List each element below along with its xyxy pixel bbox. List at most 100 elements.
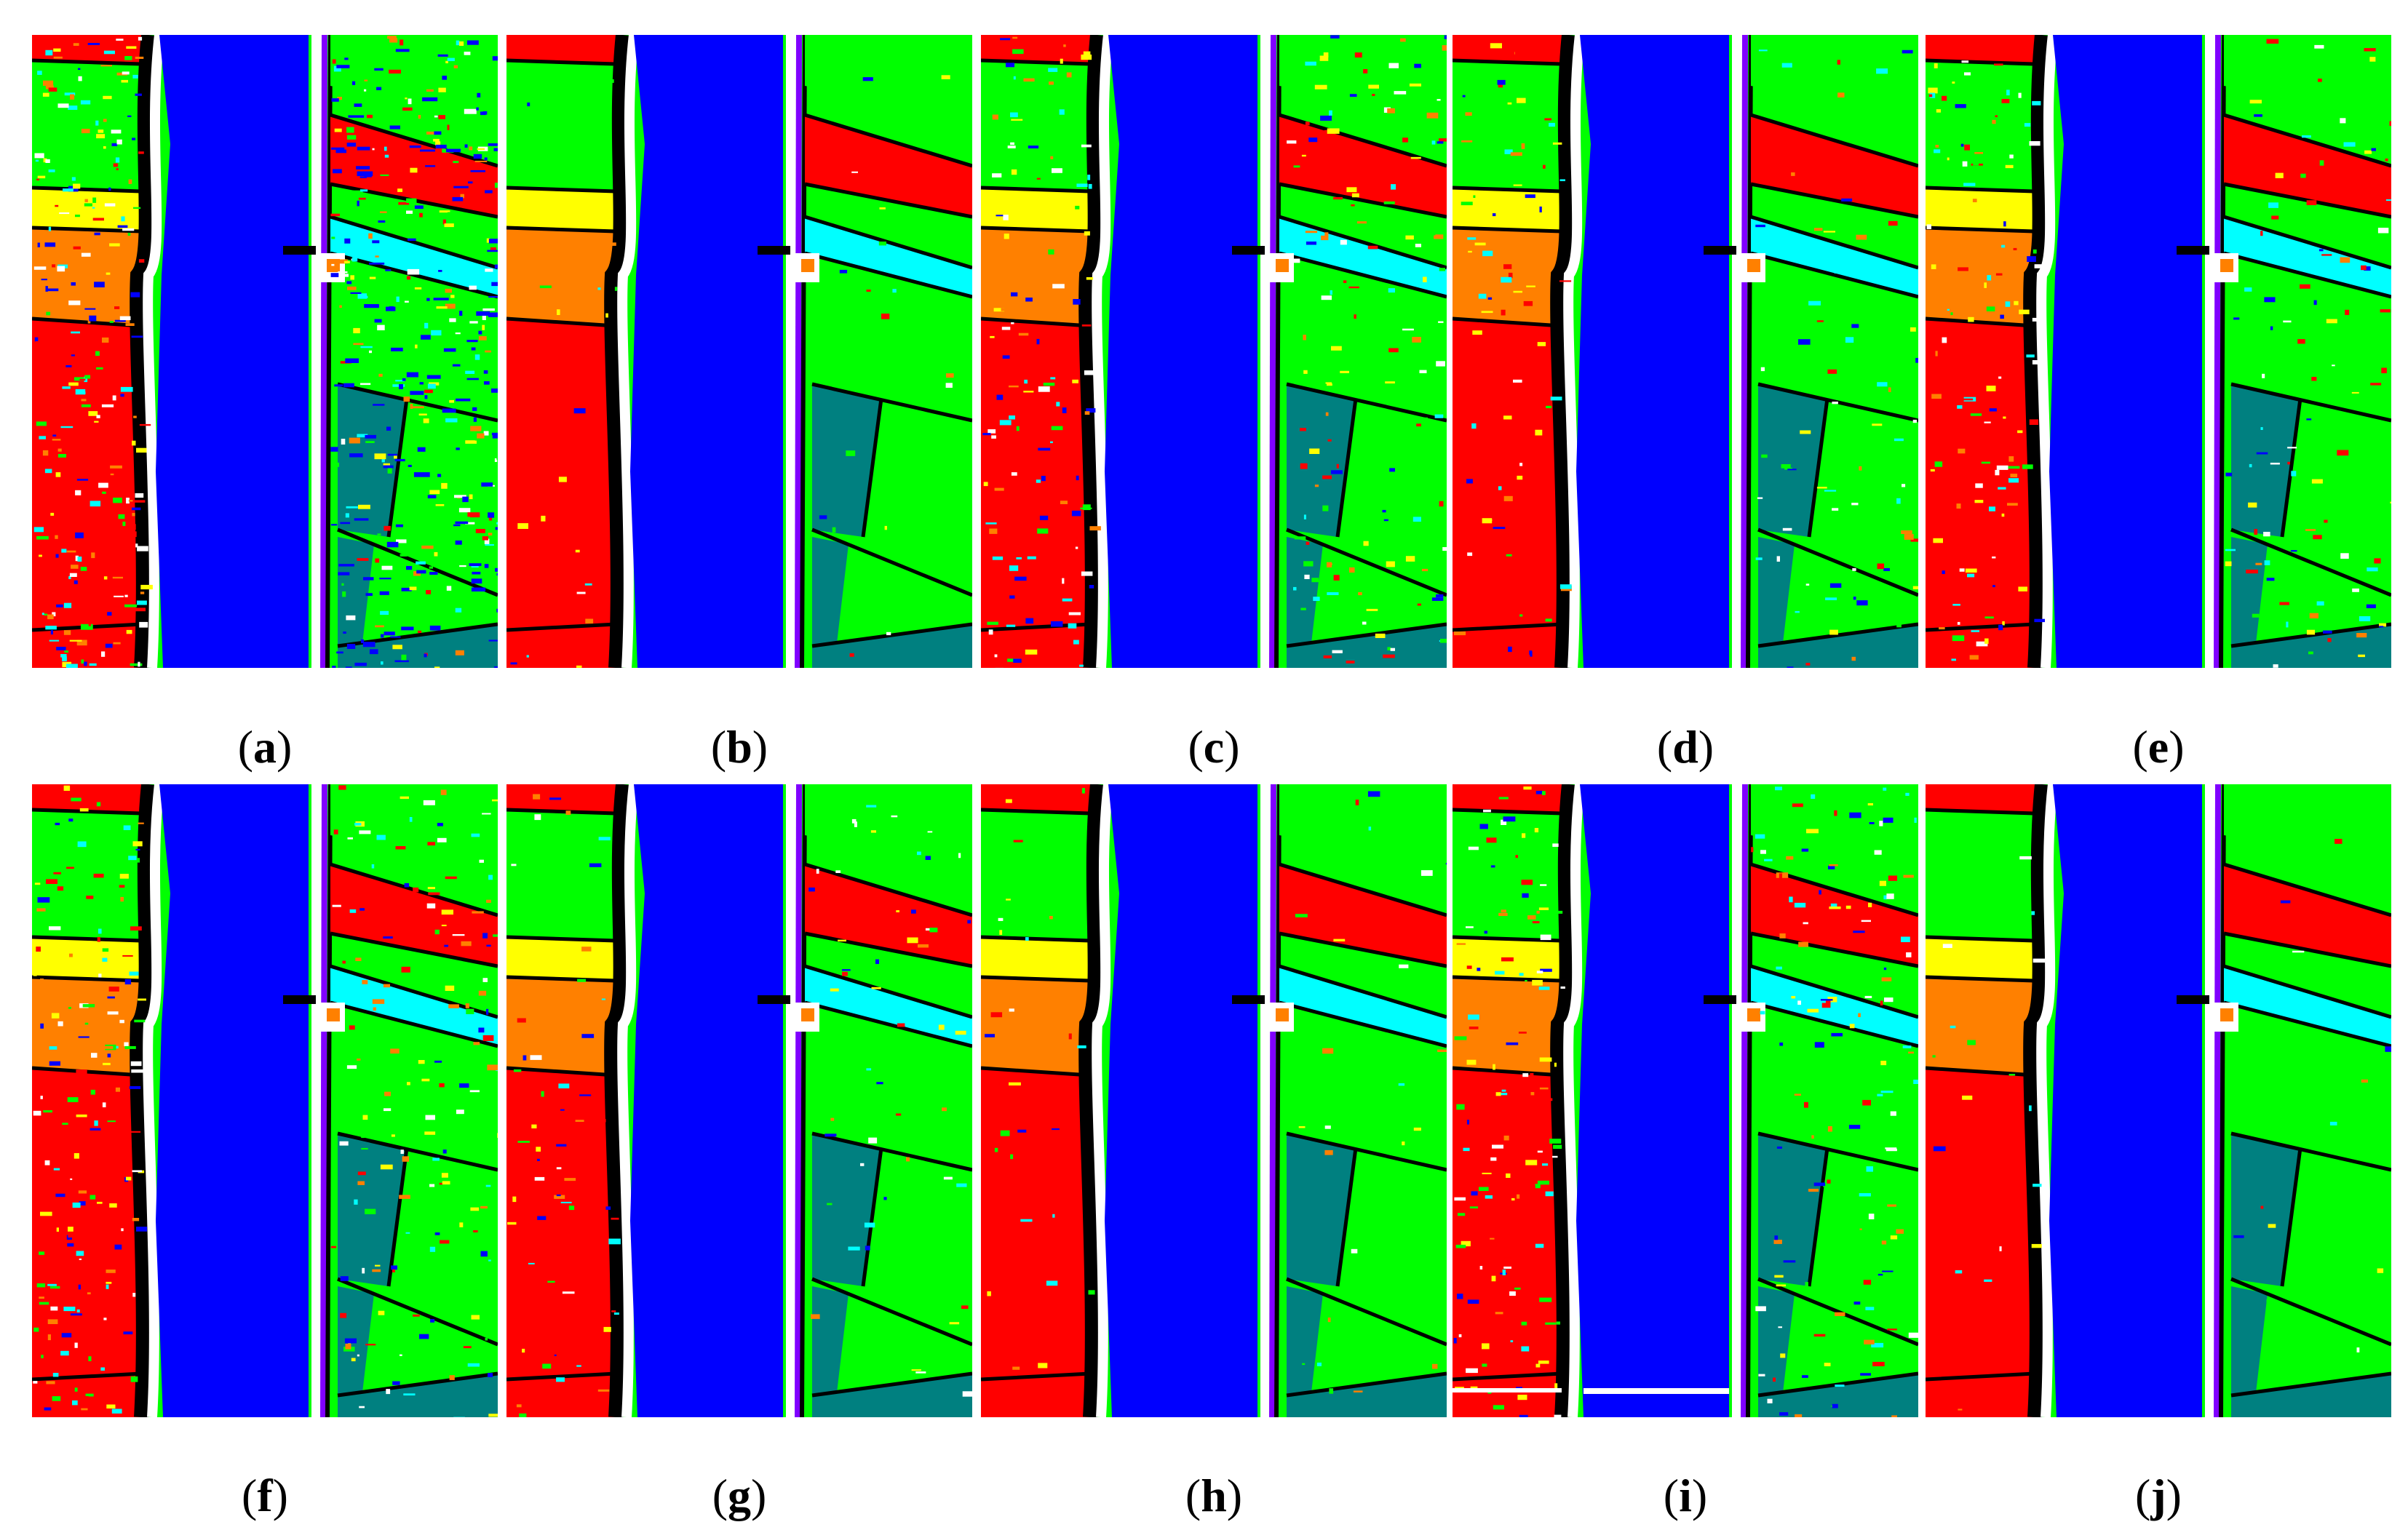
noise-speck	[531, 1124, 537, 1128]
noise-speck	[492, 799, 498, 802]
noise-speck-blue	[386, 426, 392, 431]
noise-speck	[395, 380, 405, 382]
noise-speck	[339, 1141, 349, 1146]
noise-speck	[34, 882, 41, 885]
noise-speck	[87, 43, 100, 45]
noise-speck	[2014, 300, 2019, 306]
noise-speck	[1984, 1098, 1995, 1104]
noise-speck	[1501, 957, 1514, 962]
noise-speck	[464, 52, 471, 55]
noise-speck	[32, 640, 43, 645]
noise-speck	[1805, 663, 1811, 666]
noise-speck	[37, 242, 40, 247]
noise-speck	[1479, 1266, 1483, 1270]
field-teal-upper	[2231, 384, 2300, 537]
noise-speck	[1866, 1166, 1873, 1172]
noise-speck	[335, 462, 340, 467]
noise-speck-blue	[401, 626, 414, 631]
noise-speck	[1463, 1147, 1470, 1152]
river-water	[630, 35, 783, 668]
noise-speck	[830, 988, 839, 992]
noise-speck	[1848, 1125, 1861, 1129]
field-teal-upper	[812, 1133, 881, 1286]
noise-speck	[2381, 367, 2387, 373]
noise-speck	[56, 180, 60, 184]
noise-speck-blue	[493, 148, 498, 151]
noise-speck	[2340, 553, 2349, 559]
noise-speck	[2254, 529, 2258, 535]
noise-speck	[1514, 50, 1526, 56]
caption-paren: )	[272, 1470, 288, 1521]
noise-speck	[406, 198, 417, 203]
noise-speck-blue	[453, 186, 469, 188]
field-orange	[506, 977, 616, 1075]
noise-speck	[138, 259, 145, 263]
noise-speck	[1466, 1368, 1478, 1374]
noise-speck	[1950, 1025, 1956, 1029]
noise-speck-blue	[365, 434, 376, 439]
noise-speck	[108, 404, 119, 407]
map-canvas	[981, 784, 1447, 1417]
noise-speck	[1287, 140, 1297, 144]
noise-speck	[1412, 337, 1421, 343]
noise-speck	[1549, 1139, 1562, 1144]
noise-speck	[434, 1232, 440, 1235]
noise-speck	[1834, 267, 1843, 274]
noise-speck	[983, 482, 988, 487]
caption-paren: (	[2135, 1470, 2151, 1521]
noise-speck	[1886, 340, 1891, 345]
noise-speck	[1851, 656, 1856, 661]
noise-speck	[1905, 792, 1910, 796]
noise-speck	[39, 554, 42, 557]
noise-speck	[387, 468, 392, 474]
noise-speck	[2001, 513, 2005, 517]
noise-speck	[2270, 463, 2280, 465]
noise-speck	[346, 1065, 357, 1069]
noise-speck	[413, 887, 419, 893]
field-red-bottom-left	[1453, 624, 1562, 668]
noise-speck	[521, 208, 528, 212]
noise-speck	[1801, 848, 1809, 852]
caption-label: i	[1679, 1470, 1692, 1521]
noise-speck	[1009, 595, 1015, 599]
noise-speck	[98, 973, 102, 978]
noise-speck	[1537, 1150, 1543, 1153]
noise-speck	[1064, 505, 1071, 511]
noise-speck	[992, 556, 1004, 560]
noise-speck	[344, 57, 349, 60]
noise-speck	[71, 354, 75, 356]
noise-speck	[34, 337, 39, 342]
noise-speck	[1800, 430, 1811, 434]
panel-caption-i: (i)	[1453, 1473, 1918, 1519]
noise-speck	[1314, 485, 1319, 487]
noise-speck	[1525, 194, 1535, 199]
noise-speck	[1349, 567, 1355, 573]
noise-speck	[103, 574, 108, 580]
noise-speck-blue	[477, 92, 481, 97]
noise-speck	[988, 429, 996, 434]
noise-speck	[456, 1109, 464, 1115]
noise-speck	[374, 453, 386, 460]
bridge-dark	[758, 246, 790, 255]
noise-speck	[332, 904, 341, 907]
noise-speck	[1517, 1194, 1520, 1199]
noise-speck	[128, 531, 137, 538]
noise-speck	[2007, 466, 2020, 469]
noise-speck	[961, 1305, 969, 1310]
noise-speck	[1539, 206, 1542, 212]
noise-speck-blue	[488, 296, 498, 298]
noise-speck	[1832, 1403, 1838, 1408]
noise-speck	[1896, 498, 1901, 504]
noise-speck	[68, 105, 78, 110]
noise-speck	[484, 538, 490, 544]
noise-speck	[1336, 463, 1339, 469]
noise-speck	[369, 649, 378, 655]
noise-speck	[2270, 326, 2273, 330]
noise-speck	[1458, 140, 1466, 146]
noise-speck	[410, 167, 418, 173]
noise-speck	[2233, 317, 2240, 320]
noise-speck	[1963, 398, 1974, 401]
noise-speck-blue	[492, 434, 498, 439]
noise-speck	[89, 315, 97, 322]
noise-speck	[1320, 115, 1332, 121]
